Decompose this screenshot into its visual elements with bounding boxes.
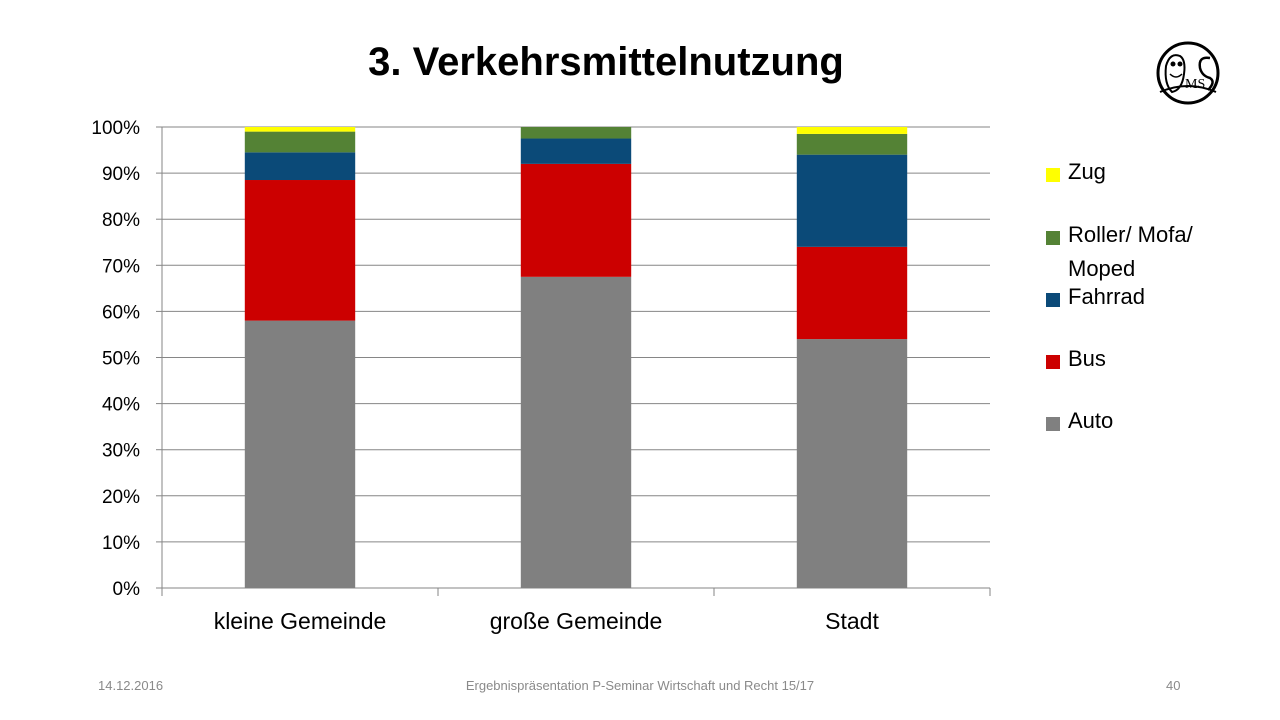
bar-segment-fahrrad bbox=[796, 154, 908, 247]
bar-segment-fahrrad bbox=[244, 152, 356, 181]
y-tick-label: 60% bbox=[102, 302, 140, 323]
bar-segment-auto bbox=[520, 276, 632, 588]
y-tick-label: 40% bbox=[102, 395, 140, 416]
footer-page-number: 40 bbox=[1166, 678, 1181, 693]
legend-label: Roller/ Mofa/ Moped bbox=[1068, 222, 1193, 281]
owl-ms-logo-icon: MS bbox=[1150, 40, 1228, 106]
x-category-label: große Gemeinde bbox=[490, 608, 663, 634]
y-tick-label: 50% bbox=[102, 349, 140, 370]
y-tick-label: 10% bbox=[102, 533, 140, 554]
bar-segment-auto bbox=[796, 339, 908, 588]
legend-label: Fahrrad bbox=[1068, 284, 1146, 309]
legend-label: Bus bbox=[1068, 346, 1106, 371]
chart-legend: Zug Roller/ Mofa/ Moped Fahrrad Bus Auto bbox=[1046, 0, 1276, 480]
bar-segment-zug bbox=[244, 127, 356, 132]
legend-swatch bbox=[1046, 168, 1060, 182]
legend-swatch bbox=[1046, 231, 1060, 245]
bar-segment-auto bbox=[244, 320, 356, 588]
x-category-label: Stadt bbox=[825, 608, 879, 634]
bar-segment-bus bbox=[244, 180, 356, 321]
bar-segment-roller-mofa-moped bbox=[520, 127, 632, 139]
legend-item: Roller/ Mofa/ Moped bbox=[1046, 222, 1228, 286]
x-category-label: kleine Gemeinde bbox=[214, 608, 387, 634]
bar-segment-bus bbox=[796, 246, 908, 340]
legend-label: Zug bbox=[1068, 159, 1106, 184]
bar-segment-bus bbox=[520, 163, 632, 277]
y-tick-label: 100% bbox=[91, 118, 140, 139]
bar-segment-fahrrad bbox=[520, 138, 632, 164]
y-tick-label: 90% bbox=[102, 164, 140, 185]
bar-segment-zug bbox=[796, 127, 908, 134]
legend-label: Auto bbox=[1068, 408, 1114, 433]
logo-letter-m: MS bbox=[1185, 77, 1205, 92]
legend-item: Auto bbox=[1046, 408, 1113, 438]
legend-swatch bbox=[1046, 293, 1060, 307]
y-tick-label: 0% bbox=[113, 579, 141, 600]
legend-item: Bus bbox=[1046, 346, 1106, 376]
legend-item: Fahrrad bbox=[1046, 284, 1145, 314]
bar-segment-roller-mofa-moped bbox=[796, 133, 908, 155]
y-tick-label: 30% bbox=[102, 441, 140, 462]
y-tick-label: 20% bbox=[102, 487, 140, 508]
legend-item: Zug bbox=[1046, 159, 1106, 189]
y-tick-label: 80% bbox=[102, 210, 140, 231]
bar-segment-roller-mofa-moped bbox=[244, 131, 356, 153]
footer-text: Ergebnispräsentation P-Seminar Wirtschaf… bbox=[465, 678, 815, 693]
legend-swatch bbox=[1046, 417, 1060, 431]
legend-swatch bbox=[1046, 355, 1060, 369]
footer-date: 14.12.2016 bbox=[98, 678, 164, 693]
slide-title: 3. Verkehrsmittelnutzung bbox=[368, 40, 844, 84]
y-tick-label: 70% bbox=[102, 256, 140, 277]
